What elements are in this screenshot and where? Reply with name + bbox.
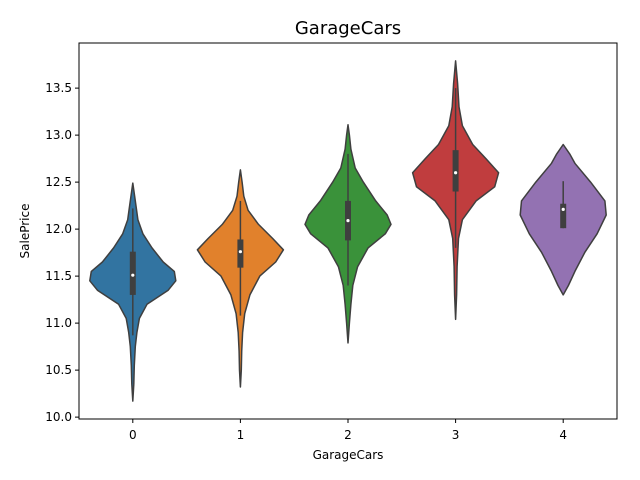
y-tick-label: 13.5 (45, 81, 72, 95)
violin-median-4 (561, 207, 565, 211)
x-axis-label: GarageCars (313, 448, 384, 462)
x-tick-label: 3 (452, 428, 460, 442)
violin-iqr-0 (129, 251, 136, 295)
y-tick-label: 12.0 (45, 222, 72, 236)
x-tick-label: 2 (344, 428, 352, 442)
violins-group (89, 60, 607, 402)
y-axis-label: SalePrice (18, 204, 32, 259)
violin-median-0 (131, 273, 135, 277)
x-tick-label: 1 (237, 428, 245, 442)
x-tick-label: 0 (129, 428, 137, 442)
y-tick-label: 10.0 (45, 410, 72, 424)
violin-median-2 (346, 219, 350, 223)
y-tick-label: 10.5 (45, 363, 72, 377)
y-tick-label: 11.5 (45, 269, 72, 283)
chart-title: GarageCars (295, 18, 401, 39)
y-tick-label: 13.0 (45, 128, 72, 142)
y-axis: 10.0 10.5 11.0 11.5 12.0 12.5 13.0 13.5 (45, 81, 79, 424)
x-axis: 0 1 2 3 4 (129, 419, 567, 442)
x-tick-label: 4 (559, 428, 567, 442)
violin-iqr-1 (237, 239, 244, 268)
violin-iqr-3 (452, 150, 459, 192)
y-tick-label: 12.5 (45, 175, 72, 189)
violin-iqr-4 (560, 203, 567, 229)
y-tick-label: 11.0 (45, 316, 72, 330)
violin-median-1 (238, 250, 242, 254)
violin-median-3 (454, 171, 458, 175)
